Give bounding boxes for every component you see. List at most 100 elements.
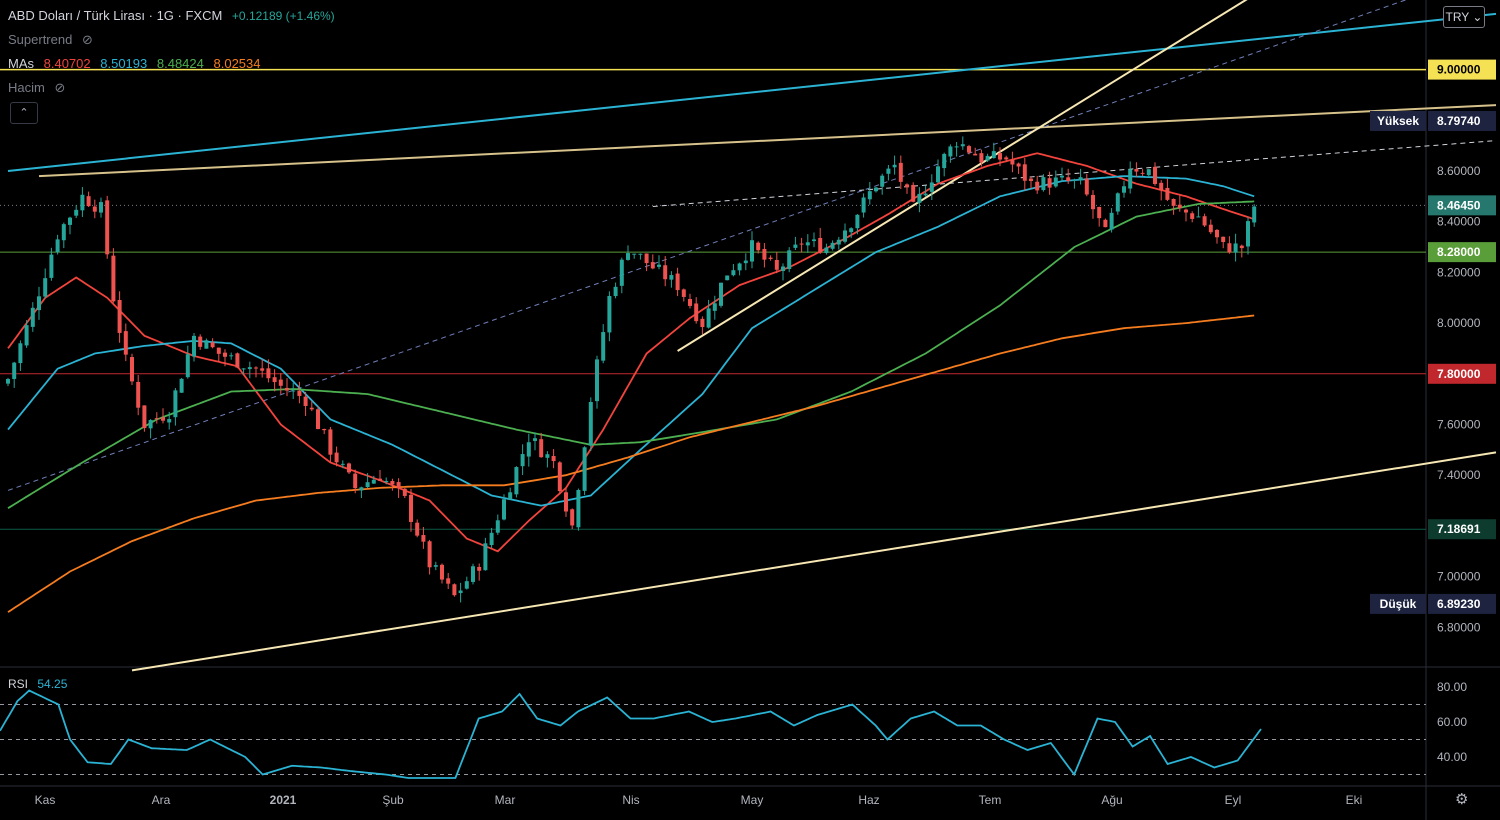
candle-body bbox=[743, 260, 748, 264]
time-axis[interactable]: Kas Ara 2021 Şub Mar Nis May Haz Tem Ağu Eyl Eki bbox=[35, 793, 1363, 807]
currency-label: TRY bbox=[1445, 10, 1470, 24]
candle-body bbox=[409, 494, 413, 522]
candle-body bbox=[1177, 204, 1182, 209]
candle-body bbox=[1060, 175, 1064, 178]
candle-body bbox=[861, 197, 866, 213]
candle-body bbox=[464, 581, 469, 589]
candle-body bbox=[117, 299, 122, 333]
candle-body bbox=[619, 259, 624, 286]
candle-body bbox=[1221, 236, 1226, 243]
candle-body bbox=[477, 567, 482, 571]
ma-value-2: 8.50193 bbox=[100, 56, 148, 71]
time-tick-label: Ara bbox=[152, 793, 171, 807]
candle-body bbox=[260, 368, 265, 371]
candle-body bbox=[12, 362, 17, 379]
price-label-text: 8.79740 bbox=[1437, 114, 1481, 128]
candle-body bbox=[657, 264, 661, 267]
candle-body bbox=[1047, 178, 1052, 188]
eye-hidden-icon[interactable]: ⊘ bbox=[81, 32, 93, 47]
price-label-box bbox=[1428, 593, 1496, 614]
chevron-up-icon[interactable]: ⌃ bbox=[10, 102, 38, 124]
eye-hidden-icon[interactable]: ⊘ bbox=[54, 80, 66, 95]
candle-body bbox=[588, 402, 593, 446]
candle-body bbox=[836, 239, 841, 245]
candle-body bbox=[427, 541, 432, 568]
candle-body bbox=[644, 253, 649, 264]
candle-body bbox=[1053, 177, 1058, 187]
trend-lines[interactable] bbox=[7, 0, 1497, 672]
candle-body bbox=[1022, 164, 1027, 181]
candle-body bbox=[80, 194, 85, 211]
rsi-legend: RSI 54.25 bbox=[8, 677, 67, 691]
price-label-box bbox=[1428, 363, 1496, 384]
candle-body bbox=[458, 590, 463, 594]
price-label-text: 9.00000 bbox=[1437, 63, 1481, 77]
volume-legend[interactable]: Hacim ⊘ bbox=[8, 80, 65, 96]
ma-line bbox=[7, 200, 1255, 509]
candle-body bbox=[285, 387, 289, 391]
candle-body bbox=[520, 454, 525, 467]
candle-body bbox=[991, 151, 996, 159]
candle-body bbox=[347, 463, 351, 473]
gear-icon[interactable]: ⚙ bbox=[1455, 791, 1469, 808]
candle-body bbox=[340, 463, 345, 465]
price-label-box bbox=[1428, 59, 1496, 80]
candle-body bbox=[756, 242, 761, 251]
candle-body bbox=[774, 259, 779, 270]
candle-body bbox=[1029, 178, 1033, 181]
candle-body bbox=[452, 584, 457, 596]
horizontal-levels[interactable] bbox=[0, 68, 1426, 530]
candle-body bbox=[353, 473, 358, 489]
time-tick-label: Haz bbox=[858, 793, 879, 807]
rsi-label: RSI bbox=[8, 677, 29, 691]
candle-body bbox=[1097, 207, 1102, 219]
candle-body bbox=[92, 206, 97, 212]
supertrend-legend[interactable]: Supertrend ⊘ bbox=[8, 32, 93, 48]
candle-body bbox=[1184, 209, 1188, 213]
candle-body bbox=[433, 565, 438, 567]
candle-body bbox=[985, 155, 990, 161]
candle-body bbox=[632, 253, 637, 255]
candle-body bbox=[1196, 216, 1201, 218]
currency-button[interactable]: TRY ⌄ bbox=[1443, 6, 1485, 28]
rsi-line bbox=[0, 689, 1262, 779]
rsi-value: 54.25 bbox=[37, 677, 68, 691]
moving-averages bbox=[7, 152, 1255, 613]
candle-body bbox=[495, 520, 500, 533]
candle-body bbox=[787, 250, 792, 270]
candle-body bbox=[942, 153, 947, 169]
price-tick-label: 8.00000 bbox=[1437, 316, 1481, 330]
candle-body bbox=[192, 335, 196, 357]
rsi-pane: 80.00 60.00 40.00 bbox=[0, 680, 1467, 779]
candle-body bbox=[1072, 179, 1077, 181]
candle-body bbox=[24, 325, 29, 346]
candle-body bbox=[700, 318, 705, 328]
candle-body bbox=[136, 381, 141, 408]
candle-body bbox=[216, 347, 221, 354]
candle-body bbox=[675, 273, 680, 291]
candle-body bbox=[1202, 216, 1207, 226]
candle-body bbox=[148, 420, 153, 429]
candle-body bbox=[99, 202, 103, 213]
candle-body bbox=[471, 566, 475, 582]
candle-body bbox=[415, 522, 420, 536]
candle-body bbox=[539, 439, 544, 458]
mas-label: MAs bbox=[8, 56, 34, 71]
candle-body bbox=[576, 490, 581, 528]
time-tick-label: May bbox=[741, 793, 764, 807]
candle-body bbox=[681, 289, 686, 297]
candle-body bbox=[359, 487, 364, 491]
candle-body bbox=[37, 296, 41, 311]
ma-line bbox=[7, 152, 1255, 553]
candle-body bbox=[867, 191, 872, 200]
candle-body bbox=[508, 492, 513, 500]
price-axis[interactable]: 9.00000 8.60000 8.40000 8.20000 8.00000 7.600… bbox=[1370, 59, 1496, 635]
mas-legend[interactable]: MAs 8.40702 8.50193 8.48424 8.02534 bbox=[8, 56, 261, 71]
trend-line bbox=[38, 104, 1497, 178]
candle-body bbox=[1122, 186, 1126, 193]
candle-body bbox=[768, 257, 773, 259]
price-label-box bbox=[1428, 195, 1496, 216]
price-tick-label: 8.60000 bbox=[1437, 164, 1481, 178]
candle-body bbox=[154, 418, 159, 420]
